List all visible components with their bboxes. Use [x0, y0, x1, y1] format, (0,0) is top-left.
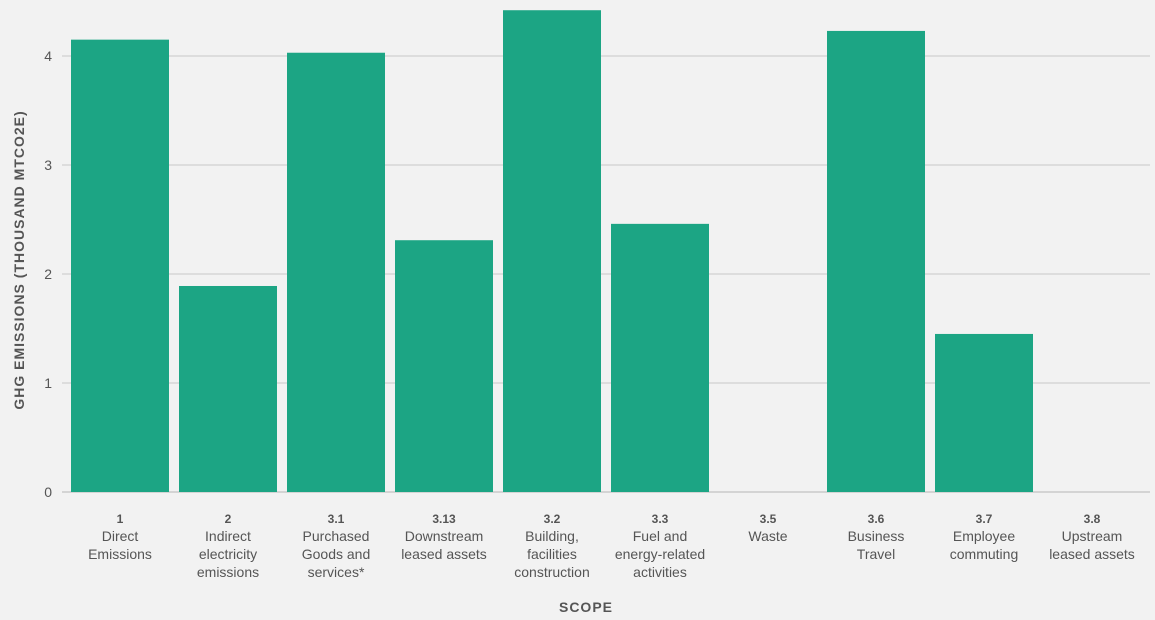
y-axis-ticks: 0 1 2 3 4	[44, 48, 52, 500]
bar	[179, 285, 277, 492]
bar	[827, 30, 925, 493]
bar	[395, 240, 493, 492]
x-category-label: Fuel and	[633, 528, 687, 544]
x-category-label: Goods and	[302, 546, 371, 562]
x-category-label: leased assets	[401, 546, 487, 562]
x-category-label: facilities	[527, 546, 577, 562]
bar	[503, 10, 601, 492]
x-category-label: Building,	[525, 528, 579, 544]
x-category-code: 3.3	[652, 512, 669, 526]
bar	[935, 333, 1033, 492]
x-category-label: emissions	[197, 564, 259, 580]
y-tick-label: 2	[44, 266, 52, 282]
x-category-label: Purchased	[303, 528, 370, 544]
bar	[611, 223, 709, 493]
x-category-label: Business	[848, 528, 905, 544]
x-category-label: Downstream	[405, 528, 484, 544]
bar	[71, 39, 169, 493]
x-category-code: 3.6	[868, 512, 885, 526]
bars	[71, 10, 1033, 493]
x-category-code: 3.7	[976, 512, 993, 526]
x-category-label: Indirect	[205, 528, 251, 544]
y-tick-label: 4	[44, 48, 52, 64]
x-category-label: Waste	[748, 528, 787, 544]
x-category-label: leased assets	[1049, 546, 1135, 562]
y-tick-label: 1	[44, 375, 52, 391]
x-category-label: construction	[514, 564, 589, 580]
x-category-code: 1	[117, 512, 124, 526]
y-tick-label: 3	[44, 157, 52, 173]
x-category-code: 3.1	[328, 512, 345, 526]
bar	[287, 52, 385, 492]
x-category-label: Emissions	[88, 546, 152, 562]
x-category-label: commuting	[950, 546, 1018, 562]
y-tick-label: 0	[44, 484, 52, 500]
x-category-code: 2	[225, 512, 232, 526]
x-category-code: 3.8	[1084, 512, 1101, 526]
x-category-code: 3.13	[432, 512, 456, 526]
x-category-code: 3.2	[544, 512, 561, 526]
x-category-code: 3.5	[760, 512, 777, 526]
x-category-label: activities	[633, 564, 687, 580]
x-category-label: electricity	[199, 546, 257, 562]
x-category-label: Upstream	[1062, 528, 1123, 544]
x-category-label: services*	[308, 564, 365, 580]
x-axis-title: SCOPE	[559, 599, 613, 615]
x-category-label: Direct	[102, 528, 139, 544]
x-category-label: energy-related	[615, 546, 705, 562]
x-category-label: Employee	[953, 528, 1015, 544]
x-axis-categories: 1 Direct Emissions 2 Indirect electricity emis…	[88, 512, 1135, 580]
x-category-label: Travel	[857, 546, 895, 562]
y-axis-title: GHG EMISSIONS (THOUSAND MTCO2E)	[11, 110, 27, 409]
